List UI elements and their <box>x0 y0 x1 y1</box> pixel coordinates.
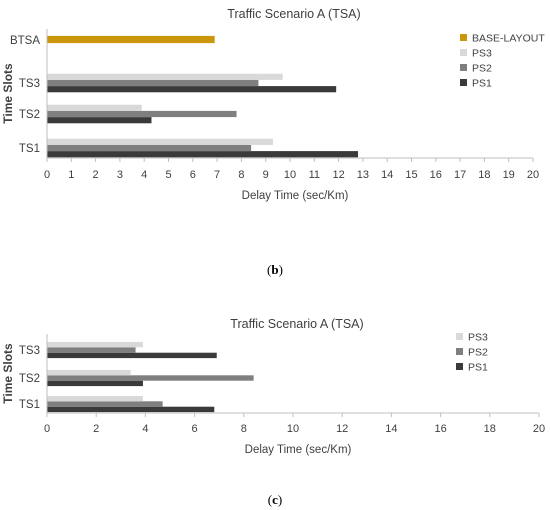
x-tick-label: 10 <box>284 169 296 181</box>
x-tick-label: 0 <box>44 423 50 435</box>
bar-ts3-ps2 <box>47 347 136 353</box>
x-tick-label: 12 <box>332 169 344 181</box>
bar-ts1-ps1 <box>47 151 359 158</box>
bar-ts2-ps1 <box>47 117 152 124</box>
legend-label-ps3: PS3 <box>472 48 492 60</box>
y-tick-label: TS3 <box>19 78 40 90</box>
x-tick-label: 0 <box>44 169 50 181</box>
bar-btsa-base-layout <box>47 35 215 44</box>
bar-ts3-ps1 <box>47 86 337 93</box>
x-tick-label: 5 <box>165 169 171 181</box>
x-tick-label: 4 <box>141 169 147 181</box>
bar-ts2-ps2 <box>47 375 254 381</box>
x-tick-label: 13 <box>357 169 369 181</box>
bar-ts1-ps3 <box>47 395 143 402</box>
bar-ts3-ps1 <box>47 352 217 359</box>
bar-ts2-ps1 <box>47 380 143 387</box>
legend: PS3 PS2 PS1 <box>456 332 488 374</box>
caption-c: (c) <box>267 492 283 507</box>
x-tick-label: 19 <box>503 169 515 181</box>
x-tick-label: 2 <box>93 169 99 181</box>
x-tick-label: 8 <box>238 169 244 181</box>
legend-swatch-ps3 <box>460 49 467 56</box>
x-tick-label: 4 <box>142 423 148 435</box>
x-tick-label: 14 <box>381 169 393 181</box>
x-tick-label: 3 <box>117 169 123 181</box>
y-tick-label: TS3 <box>19 345 40 357</box>
x-tick-label: 11 <box>309 169 320 181</box>
legend-swatch-ps1 <box>460 79 467 86</box>
bar-ts1-ps2 <box>47 144 252 152</box>
legend-swatch-ps1 <box>456 363 463 370</box>
x-tick-label: 12 <box>336 423 348 435</box>
x-tick-label: 20 <box>527 169 539 181</box>
x-tick-label: 16 <box>434 423 446 435</box>
bar-ts2-ps3 <box>47 369 131 376</box>
y-tick-label: TS2 <box>19 373 40 385</box>
x-tick-label: 20 <box>533 423 545 435</box>
legend-swatch-ps2 <box>460 64 467 71</box>
chart-title: Traffic Scenario A (TSA) <box>230 317 363 331</box>
legend-label-ps1: PS1 <box>472 78 492 90</box>
x-tick-label: 16 <box>430 169 442 181</box>
x-tick-label: 15 <box>405 169 417 181</box>
y-tick-label: TS2 <box>19 109 40 121</box>
x-axis-title: Delay Time (sec/Km) <box>242 190 349 202</box>
legend-swatch-ps3 <box>456 333 463 340</box>
x-tick-label: 9 <box>263 169 269 181</box>
bar-ts3-ps3 <box>47 73 283 80</box>
x-tick-label: 1 <box>68 169 74 181</box>
bar-ts1-ps1 <box>47 406 215 413</box>
caption-b: (b) <box>267 262 283 277</box>
x-tick-label: 7 <box>214 169 220 181</box>
y-tick-label: BTSA <box>10 35 40 47</box>
x-axis-title: Delay Time (sec/Km) <box>245 444 352 456</box>
bar-ts2-ps2 <box>47 110 237 118</box>
legend-label-ps1: PS1 <box>468 362 488 374</box>
x-tick-label: 8 <box>241 423 247 435</box>
bar-ts3-ps2 <box>47 79 259 87</box>
legend-swatch-ps2 <box>456 348 463 355</box>
chart-panel-2: Traffic Scenario A (TSA) TS1 TS2 TS3 0 2 4 6 8 10… <box>1 317 545 456</box>
x-tick-label: 6 <box>192 423 198 435</box>
x-tick-label: 14 <box>385 423 397 435</box>
bar-ts2-ps3 <box>47 104 142 111</box>
y-tick-label: TS1 <box>19 143 40 155</box>
x-tick-label: 10 <box>287 423 299 435</box>
y-axis-title: Time Slots <box>1 63 15 124</box>
x-tick-label: 18 <box>484 423 496 435</box>
legend: BASE-LAYOUT PS3 PS2 PS1 <box>460 33 545 90</box>
legend-swatch-base-layout <box>460 34 467 41</box>
y-tick-label: TS1 <box>19 399 40 411</box>
x-tick-label: 18 <box>478 169 490 181</box>
bar-ts3-ps3 <box>47 341 143 348</box>
x-tick-label: 2 <box>93 423 99 435</box>
x-tick-label: 6 <box>190 169 196 181</box>
legend-label-base-layout: BASE-LAYOUT <box>472 33 545 45</box>
chart-title: Traffic Scenario A (TSA) <box>227 7 360 21</box>
bar-ts1-ps2 <box>47 401 163 407</box>
x-tick-label: 17 <box>454 169 466 181</box>
legend-label-ps3: PS3 <box>468 332 488 344</box>
legend-label-ps2: PS2 <box>468 347 488 359</box>
y-axis-title: Time Slots <box>1 343 15 404</box>
legend-label-ps2: PS2 <box>472 63 492 75</box>
bar-ts1-ps3 <box>47 138 273 145</box>
